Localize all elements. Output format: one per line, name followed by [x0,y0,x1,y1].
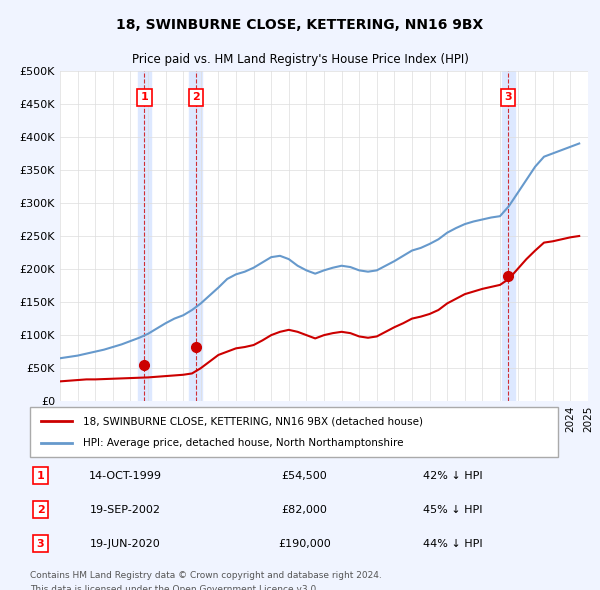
Text: 2: 2 [37,504,44,514]
Text: 45% ↓ HPI: 45% ↓ HPI [422,504,482,514]
Text: £82,000: £82,000 [281,504,328,514]
Text: This data is licensed under the Open Government Licence v3.0.: This data is licensed under the Open Gov… [30,585,319,590]
Text: 1: 1 [37,471,44,480]
Text: 42% ↓ HPI: 42% ↓ HPI [422,471,482,480]
Text: 18, SWINBURNE CLOSE, KETTERING, NN16 9BX (detached house): 18, SWINBURNE CLOSE, KETTERING, NN16 9BX… [83,416,423,426]
Text: 3: 3 [37,539,44,549]
Text: 14-OCT-1999: 14-OCT-1999 [89,471,161,480]
Text: 1: 1 [140,92,148,102]
Text: 19-JUN-2020: 19-JUN-2020 [89,539,160,549]
Text: 2: 2 [192,92,200,102]
Text: 44% ↓ HPI: 44% ↓ HPI [422,539,482,549]
Text: 18, SWINBURNE CLOSE, KETTERING, NN16 9BX: 18, SWINBURNE CLOSE, KETTERING, NN16 9BX [116,18,484,32]
Text: £54,500: £54,500 [281,471,328,480]
FancyBboxPatch shape [30,407,558,457]
Text: Price paid vs. HM Land Registry's House Price Index (HPI): Price paid vs. HM Land Registry's House … [131,53,469,66]
Bar [138,71,151,401]
Text: 19-SEP-2002: 19-SEP-2002 [89,504,161,514]
Text: HPI: Average price, detached house, North Northamptonshire: HPI: Average price, detached house, Nort… [83,438,403,448]
Text: 3: 3 [505,92,512,102]
Text: £190,000: £190,000 [278,539,331,549]
Bar [189,71,202,401]
Text: Contains HM Land Registry data © Crown copyright and database right 2024.: Contains HM Land Registry data © Crown c… [30,571,382,580]
Bar [502,71,515,401]
